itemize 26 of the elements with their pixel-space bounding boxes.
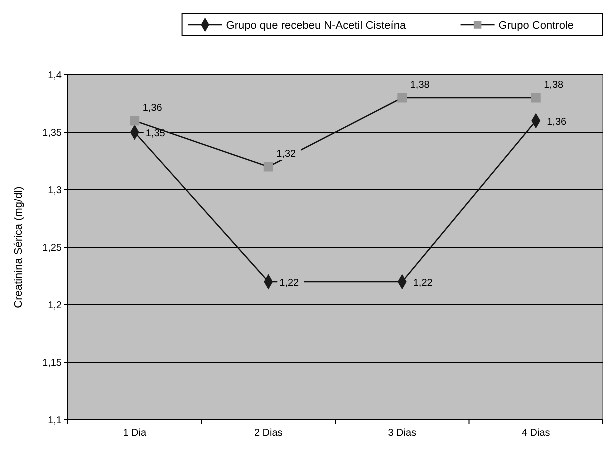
x-tick-label: 4 Dias [522, 428, 550, 439]
point [531, 93, 541, 103]
point [130, 116, 140, 126]
x-tick-label: 2 Dias [254, 428, 283, 439]
point [398, 93, 408, 103]
data-label: 1,22 [280, 278, 300, 289]
y-tick-label: 1,1 [48, 416, 62, 426]
y-tick-label: 1,4 [48, 70, 62, 82]
data-label: 1,38 [544, 80, 564, 91]
data-label: 1,35 [146, 128, 166, 140]
data-label: 1,22 [413, 278, 434, 289]
point [264, 162, 274, 172]
y-tick-label: 1,15 [42, 358, 62, 369]
y-tick-label: 1,35 [42, 128, 62, 139]
data-label: 1,36 [547, 117, 568, 128]
y-axis-title: Creatinina Sérica (mg/dl) [13, 186, 25, 308]
data-label: 1,38 [410, 80, 430, 91]
y-tick-label: 1,3 [48, 186, 62, 196]
y-tick-label: 1,25 [42, 243, 62, 254]
x-tick-label: 1 Dia [123, 428, 147, 439]
y-tick-label: 1,2 [48, 300, 62, 312]
legend-label: Grupo que recebeu N-Acetil Cisteína [226, 20, 407, 32]
data-label: 1,36 [142, 103, 163, 114]
legend-label: Grupo Controle [498, 20, 574, 32]
x-tick-label: 3 Dias [388, 428, 417, 439]
data-label: 1,32 [276, 149, 297, 160]
